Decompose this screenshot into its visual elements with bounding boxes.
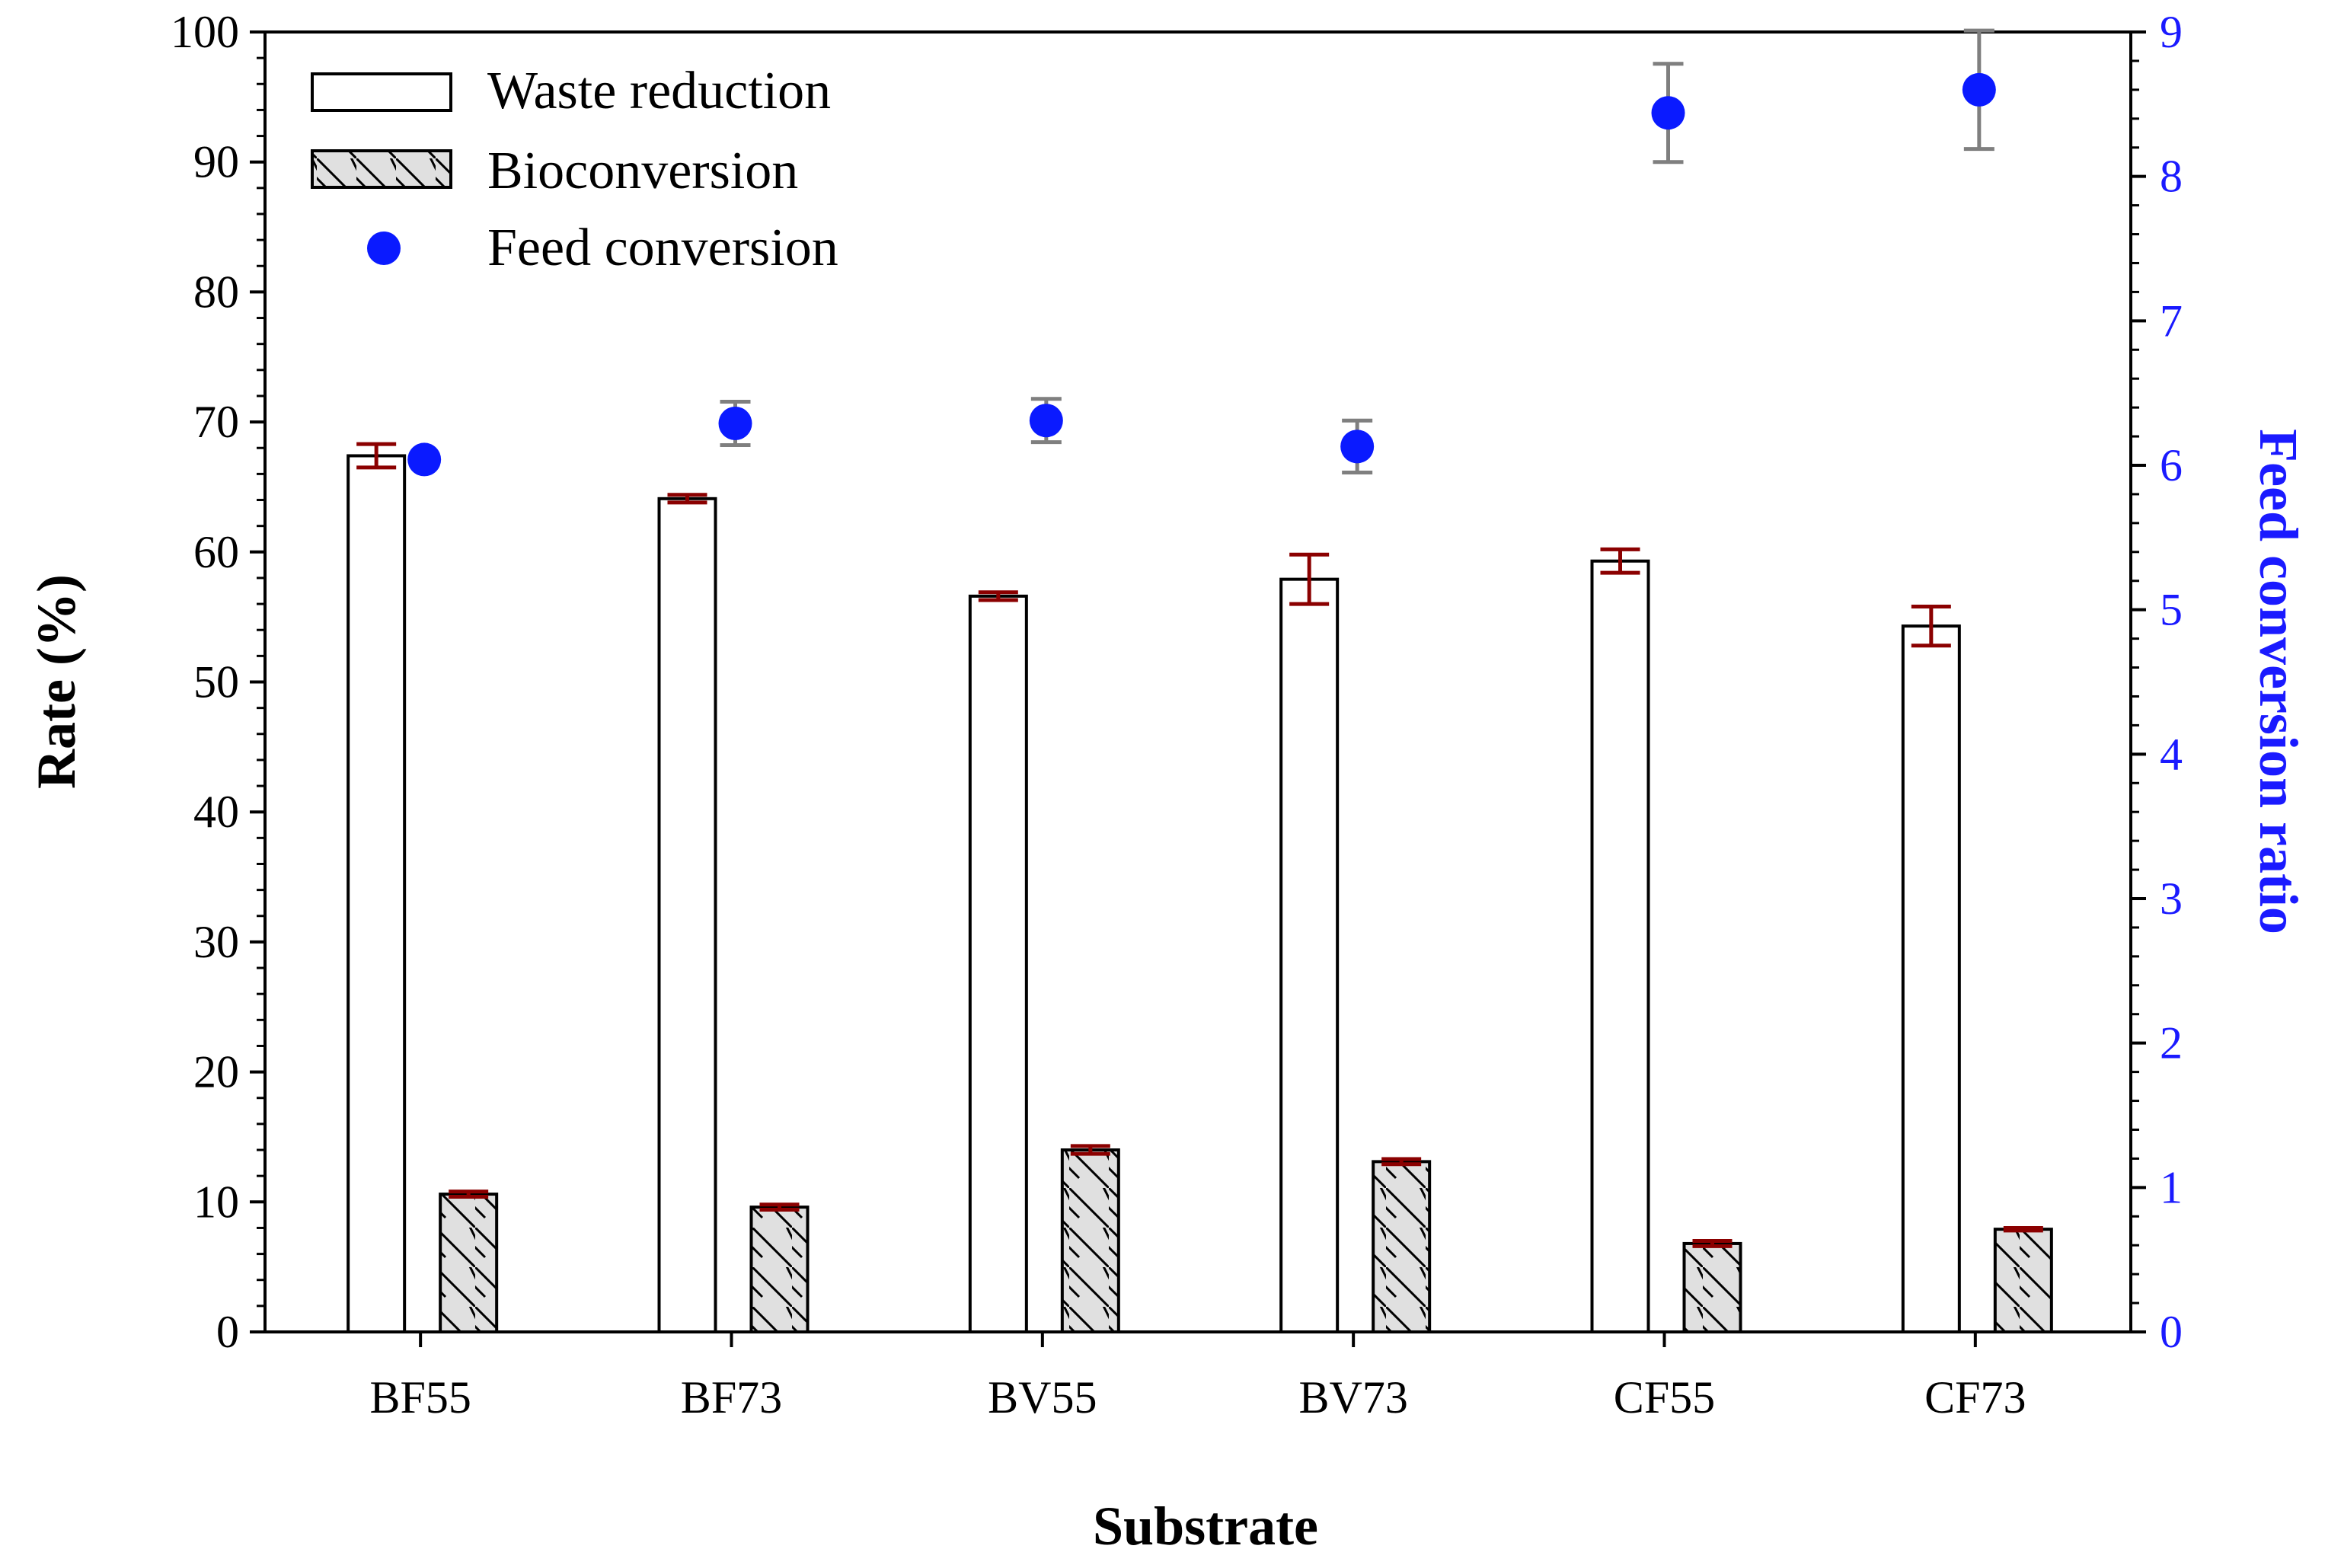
y2-tick-label-6: 6 — [2160, 440, 2183, 490]
y2-tick-label-1: 1 — [2160, 1162, 2183, 1212]
bar-bioconversion-bv55 — [1060, 1148, 1120, 1334]
legend-swatch-waste-reduction — [311, 72, 452, 112]
y2-tick-label-9: 9 — [2160, 7, 2183, 57]
legend-label-waste-reduction: Waste reduction — [487, 62, 831, 120]
chart-marks — [347, 28, 2053, 1334]
right-axis: 0 1 2 3 4 5 6 7 8 9 — [2131, 7, 2183, 1357]
bar-waste-reduction-cf55 — [1590, 559, 1650, 1333]
point-feed-conversion-bv73 — [1340, 430, 1375, 464]
bar-waste-reduction-bv73 — [1279, 577, 1340, 1333]
x-tick-label-bv55: BV55 — [988, 1372, 1097, 1423]
y-tick-label-50: 50 — [193, 657, 239, 707]
bar-waste-reduction-cf73 — [1901, 624, 1961, 1333]
y2-tick-label-7: 7 — [2160, 295, 2183, 346]
y2-tick-label-8: 8 — [2160, 152, 2183, 202]
legend-marker-feed-conversion — [367, 232, 401, 265]
y-tick-label-60: 60 — [193, 527, 239, 577]
bar-waste-reduction-bf73 — [657, 497, 717, 1333]
x-tick-label-cf73: CF73 — [1924, 1372, 2026, 1423]
x-axis: BF55 BF73 BV55 BV73 CF55 CF73 — [369, 1332, 2026, 1423]
point-feed-conversion-bf73 — [718, 406, 752, 440]
y2-tick-label-0: 0 — [2160, 1307, 2183, 1357]
x-axis-title: Substrate — [1093, 1496, 1318, 1557]
y-tick-label-20: 20 — [193, 1047, 239, 1097]
y-tick-label-90: 90 — [193, 137, 239, 187]
bar-bioconversion-cf73 — [1993, 1228, 2053, 1333]
x-tick-label-bf73: BF73 — [681, 1372, 782, 1423]
y-axis-title: Rate (%) — [26, 574, 87, 789]
legend-swatch-bioconversion — [311, 149, 452, 189]
legend-label-feed-conversion: Feed conversion — [487, 219, 838, 277]
y-tick-label-10: 10 — [193, 1177, 239, 1227]
y-tick-label-40: 40 — [193, 787, 239, 837]
bar-waste-reduction-bv55 — [968, 594, 1028, 1333]
bar-bioconversion-cf55 — [1682, 1241, 1742, 1333]
x-tick-label-bf55: BF55 — [369, 1372, 471, 1423]
bar-bioconversion-bf55 — [439, 1193, 499, 1333]
y-tick-label-0: 0 — [216, 1307, 239, 1357]
legend: Waste reduction Bioconversion Feed conve… — [311, 62, 838, 277]
point-feed-conversion-cf73 — [1962, 72, 1996, 107]
y-tick-label-100: 100 — [171, 7, 239, 57]
y-tick-label-30: 30 — [193, 917, 239, 967]
x-tick-label-cf55: CF55 — [1614, 1372, 1715, 1423]
bar-bioconversion-bf73 — [749, 1206, 810, 1334]
y2-tick-label-3: 3 — [2160, 873, 2183, 924]
y-tick-label-80: 80 — [193, 267, 239, 317]
legend-label-bioconversion: Bioconversion — [487, 142, 798, 200]
point-feed-conversion-bf55 — [407, 442, 442, 477]
y2-tick-label-5: 5 — [2160, 585, 2183, 635]
y-tick-label-70: 70 — [193, 397, 239, 447]
bar-bioconversion-bv73 — [1372, 1160, 1432, 1334]
y2-tick-label-2: 2 — [2160, 1018, 2183, 1068]
x-tick-label-bv73: BV73 — [1298, 1372, 1407, 1423]
left-axis: 0 10 20 30 40 50 60 70 80 90 100 — [171, 7, 265, 1357]
point-feed-conversion-bv55 — [1029, 404, 1063, 438]
point-feed-conversion-cf55 — [1651, 96, 1685, 130]
y2-tick-label-4: 4 — [2160, 729, 2183, 779]
bar-waste-reduction-bf55 — [347, 454, 407, 1333]
y2-axis-title: Feed conversion ratio — [2248, 429, 2309, 934]
